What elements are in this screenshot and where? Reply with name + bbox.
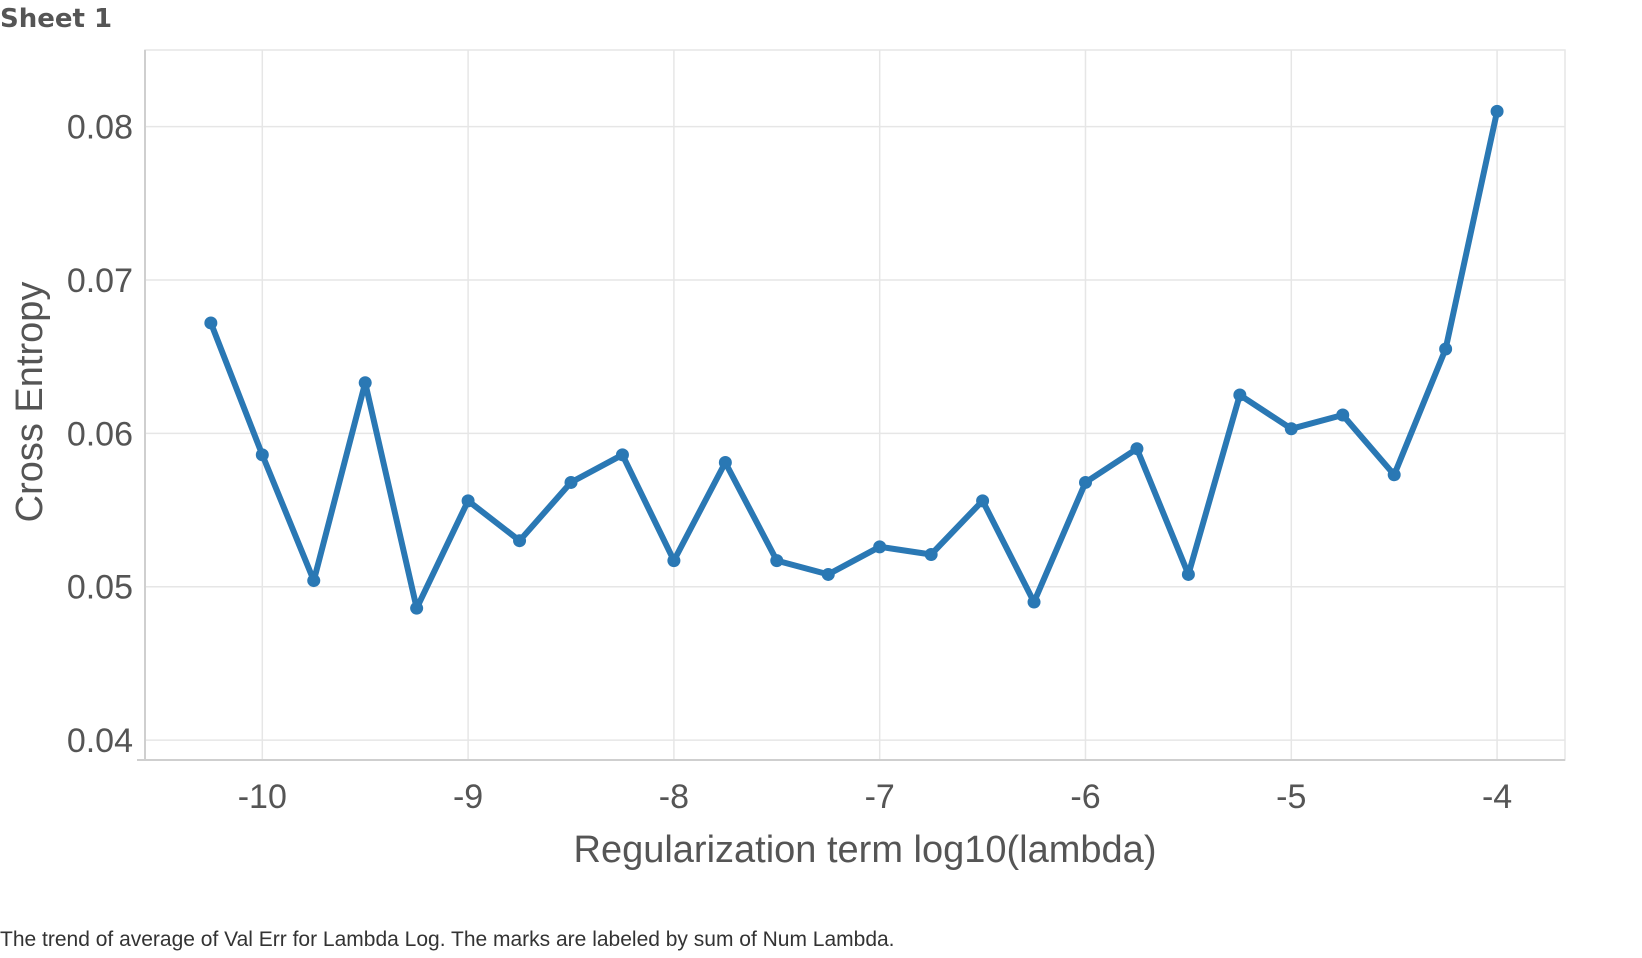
series-layer [204, 104, 1504, 615]
x-tick-label: -5 [1276, 778, 1306, 816]
data-point [204, 316, 218, 330]
y-tick-label: 0.08 [67, 109, 133, 147]
data-point [410, 601, 424, 615]
data-point [1387, 468, 1401, 482]
y-tick-label: 0.06 [67, 415, 133, 453]
data-point [1078, 475, 1092, 489]
data-point [770, 554, 784, 568]
data-point [718, 456, 732, 470]
x-tick-labels: -10 -9 -8 -7 -6 -5 -4 [238, 778, 1512, 816]
data-point [358, 376, 372, 390]
data-point [1439, 342, 1453, 356]
data-point [255, 448, 269, 462]
axes [137, 49, 1566, 761]
x-tick-label: -7 [865, 778, 895, 816]
data-point [1490, 104, 1504, 118]
sheet-title: Sheet 1 [0, 4, 113, 34]
series-line [207, 108, 1501, 612]
x-tick-label: -8 [659, 778, 689, 816]
x-tick-label: -10 [238, 778, 287, 816]
y-tick-label: 0.04 [67, 722, 133, 760]
x-tick-label: -4 [1482, 778, 1512, 816]
data-point [1027, 595, 1041, 609]
data-point [976, 494, 990, 508]
data-point [307, 574, 321, 588]
chart-caption: The trend of average of Val Err for Lamb… [0, 928, 895, 951]
y-axis-title: Cross Entropy [9, 282, 51, 523]
x-tick-label: -9 [453, 778, 483, 816]
y-tick-labels: 0.04 0.05 0.06 0.07 0.08 [67, 109, 133, 760]
data-point [1284, 422, 1298, 436]
data-point [615, 448, 629, 462]
data-point [461, 494, 475, 508]
data-point [873, 540, 887, 554]
data-point [1181, 567, 1195, 581]
data-point [821, 567, 835, 581]
data-point [1336, 408, 1350, 422]
y-tick-label: 0.07 [67, 262, 133, 300]
data-point [513, 534, 527, 548]
data-point [667, 554, 681, 568]
data-point [924, 548, 938, 562]
x-tick-label: -6 [1070, 778, 1100, 816]
data-point [1233, 388, 1247, 402]
data-point [1130, 442, 1144, 456]
data-point [564, 475, 578, 489]
gridlines [145, 50, 1565, 760]
x-axis-title: Regularization term log10(lambda) [574, 829, 1157, 871]
y-tick-label: 0.05 [67, 569, 133, 607]
